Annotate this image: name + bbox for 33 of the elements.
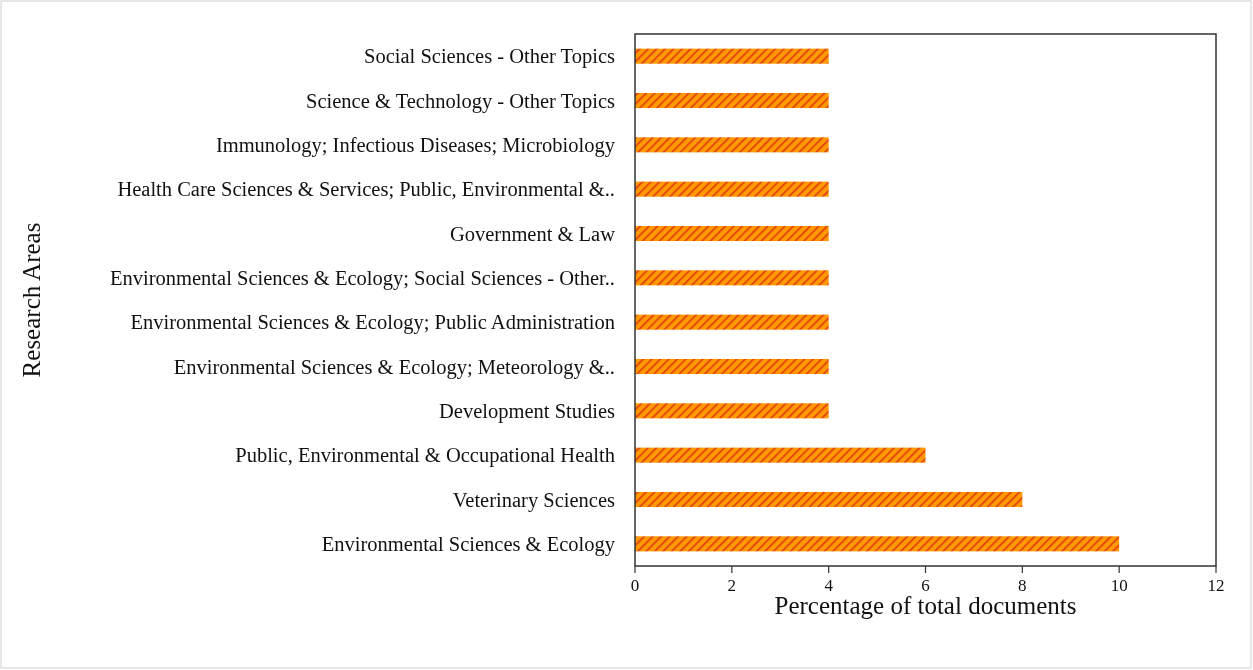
bar <box>635 270 829 286</box>
x-tick-label: 2 <box>727 576 737 595</box>
y-tick-label: Government & Law <box>449 222 616 245</box>
bar <box>635 403 829 419</box>
bar <box>635 181 829 197</box>
x-tick-label: 6 <box>921 576 930 595</box>
x-tick-label: 4 <box>824 576 834 595</box>
x-tick-label: 10 <box>1110 576 1128 595</box>
bar <box>635 447 926 463</box>
bar <box>635 225 829 242</box>
y-tick-label: Social Sciences - Other Topics <box>364 45 616 69</box>
y-tick-label: Health Care Sciences & Services; Public, Environmental &.. <box>117 178 615 201</box>
y-tick-label: Environmental Sciences & Ecology; Public Administration <box>130 311 615 335</box>
y-axis-title: Research Areas <box>18 222 45 378</box>
bar <box>635 92 829 109</box>
y-tick-label: Public, Environmental & Occupational Health <box>235 444 615 468</box>
y-tick-label: Environmental Sciences & Ecology; Social Sciences - Other.. <box>110 267 615 291</box>
y-tick-label: Veterinary Sciences <box>452 488 616 512</box>
y-tick-label: Immunology; Infectious Diseases; Microbiology <box>215 134 616 158</box>
bar <box>635 491 1023 508</box>
x-tick-label: 8 <box>1018 576 1027 595</box>
y-tick-label: Development Studies <box>439 400 616 424</box>
bar <box>635 358 829 375</box>
bar <box>635 48 829 64</box>
y-tick-label: Environmental Sciences & Ecology; Meteorology &.. <box>173 355 615 379</box>
bar <box>635 536 1120 552</box>
bar <box>635 314 829 330</box>
x-axis-title: Percentage of total documents <box>774 592 1077 619</box>
x-tick-label: 12 <box>1207 576 1225 595</box>
x-tick-label: 0 <box>630 576 640 595</box>
bar <box>635 137 829 153</box>
y-tick-label: Environmental Sciences & Ecology <box>321 533 616 557</box>
y-tick-label: Science & Technology - Other Topics <box>306 89 616 113</box>
